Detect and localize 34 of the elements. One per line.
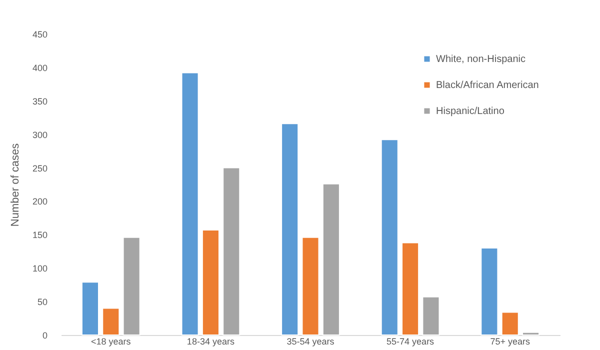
y-tick-label: 350 (32, 96, 48, 106)
x-tick-label: 75+ years (490, 336, 530, 346)
x-tick-label: 35-54 years (286, 336, 335, 346)
x-tick-label: <18 years (91, 336, 132, 346)
y-tick-label: 400 (32, 62, 48, 73)
legend-label: White, non-Hispanic (436, 54, 526, 65)
bar (380, 139, 398, 336)
y-axis-title: Number of cases (9, 142, 22, 227)
bar (181, 72, 199, 336)
bar (501, 312, 519, 336)
x-tick-label: 55-74 years (386, 336, 435, 346)
bar (402, 242, 420, 336)
bar (122, 236, 140, 336)
x-tick-label: 18-34 years (186, 336, 235, 346)
y-tick-label: 0 (42, 330, 48, 340)
y-tick-label: 450 (32, 30, 48, 40)
bar (302, 236, 320, 336)
legend-label: Black/African American (436, 80, 539, 91)
bar (322, 183, 340, 336)
y-tick-label: 200 (32, 196, 48, 207)
bar (222, 167, 240, 336)
bar (422, 296, 440, 336)
legend-label: Hispanic/Latino (436, 106, 505, 117)
bar (202, 229, 220, 336)
bar (281, 123, 299, 336)
y-tick-label: 250 (32, 163, 48, 174)
bar (480, 248, 498, 336)
bar (81, 282, 99, 336)
y-tick-label: 300 (32, 130, 48, 140)
bar (522, 332, 540, 336)
y-tick-label: 50 (37, 297, 48, 308)
bar (102, 308, 120, 336)
y-tick-label: 150 (32, 230, 48, 240)
y-tick-label: 100 (32, 264, 48, 274)
